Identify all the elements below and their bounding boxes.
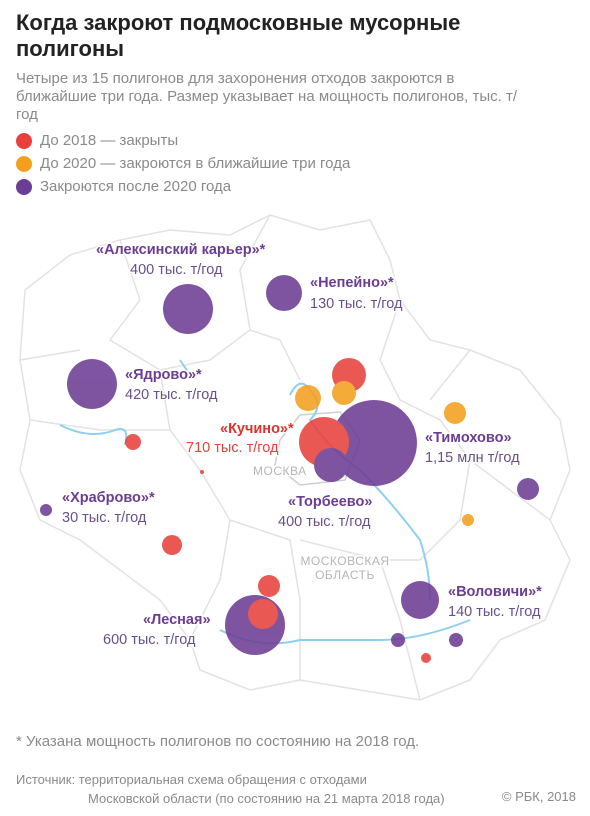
landfill: [200, 470, 204, 474]
landfill: [401, 581, 439, 619]
landfill-name: «Непейно»*: [310, 275, 394, 291]
legend-item: До 2020 — закроются в ближайшие три года: [16, 155, 350, 172]
region-borders: [19, 214, 571, 701]
landfill-name: «Кучино»*: [220, 421, 294, 437]
region-label: МОСКВА: [253, 464, 307, 478]
landfill: [162, 535, 182, 555]
landfill: [462, 514, 474, 526]
landfill: [332, 381, 356, 405]
legend-label: Закроются после 2020 года: [40, 178, 232, 195]
legend-swatch: [16, 155, 32, 172]
landfill-capacity: 30 тыс. т/год: [62, 510, 147, 526]
landfill: [295, 385, 321, 411]
landfill: [314, 448, 348, 482]
landfill: [517, 478, 539, 500]
landfill-capacity: 600 тыс. т/год: [103, 632, 196, 648]
landfill: [421, 653, 431, 663]
landfill: [444, 402, 466, 424]
legend-label: До 2020 — закроются в ближайшие три года: [40, 155, 351, 172]
landfill-name: «Храброво»*: [62, 490, 155, 506]
landfill-capacity: 400 тыс. т/год: [278, 514, 371, 530]
landfill-capacity: 420 тыс. т/год: [125, 387, 218, 403]
landfill-name: «Воловичи»*: [448, 584, 542, 600]
legend-item: До 2018 — закрыты: [16, 132, 178, 149]
landfill: [125, 434, 141, 450]
landfill: [391, 633, 405, 647]
subtitle: Четыре из 15 полигонов для захоронения о…: [16, 70, 518, 123]
landfill-name: «Лесная»: [143, 612, 211, 628]
legend-label: До 2018 — закрыты: [40, 132, 179, 149]
landfill: [449, 633, 463, 647]
landfill-name: «Ядрово»*: [125, 367, 202, 383]
region-label: ОБЛАСТЬ: [315, 568, 375, 582]
landfill-name: «Тимохово»: [425, 430, 512, 446]
landfill: [258, 575, 280, 597]
landfill-capacity: 140 тыс. т/год: [448, 604, 541, 620]
landfill: [248, 599, 278, 629]
region-label: МОСКОВСКАЯ: [300, 554, 389, 568]
landfill: [331, 400, 417, 486]
title: Когда закроют подмосковные мусорные поли…: [16, 10, 461, 61]
landfill: [40, 504, 52, 516]
legend-swatch: [16, 132, 32, 149]
source-line: Московской области (по состоянию на 21 м…: [88, 791, 445, 806]
landfill-name: «Торбеево»: [288, 494, 372, 510]
footnote: * Указана мощность полигонов по состояни…: [16, 733, 420, 750]
legend-item: Закроются после 2020 года: [16, 178, 231, 195]
landfill-capacity: 1,15 млн т/год: [425, 450, 520, 466]
landfill-capacity: 400 тыс. т/год: [130, 262, 223, 278]
landfill-capacity: 710 тыс. т/год: [186, 440, 279, 456]
landfill: [67, 359, 117, 409]
copyright: © РБК, 2018: [501, 789, 576, 804]
source: Источник: территориальная схема обращени…: [16, 770, 576, 808]
landfill-labels: «Алексинский карьер»* 400 тыс. т/год «Непе…: [61, 241, 544, 650]
landfills: [40, 275, 539, 663]
landfill: [163, 284, 213, 334]
landfill-capacity: 130 тыс. т/год: [310, 296, 403, 312]
legend-swatch: [16, 178, 32, 195]
landfill-name: «Алексинский карьер»*: [96, 242, 266, 258]
landfill: [266, 275, 302, 311]
source-line: Источник: территориальная схема обращени…: [16, 772, 367, 787]
map: МОСКВА МОСКОВСКАЯ ОБЛАСТЬ «Алексинский к…: [19, 214, 571, 701]
